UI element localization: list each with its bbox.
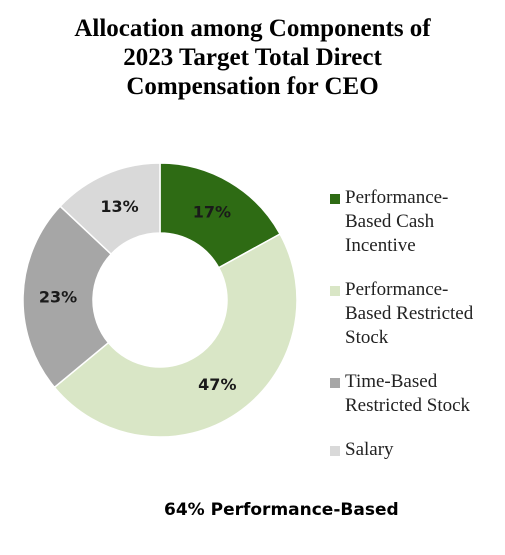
slice-label-performance-based-cash-incentive: 17% bbox=[193, 203, 231, 222]
chart-title-line-1: Allocation among Components of bbox=[74, 15, 431, 42]
legend-label-time-based-restricted-stock: Time-Based Restricted Stock bbox=[345, 371, 471, 416]
donut-slice-salary bbox=[59, 162, 161, 256]
legend-label-performance-based-cash-incentive: Performance- Based Cash Incentive bbox=[345, 187, 449, 256]
donut-slice-performance-based-cash-incentive bbox=[159, 162, 282, 269]
legend-label-performance-based-restricted-stock: Performance- Based Restricted Stock bbox=[345, 279, 474, 348]
legend-item-time-based-restricted-stock: Time-Based Restricted Stock bbox=[330, 370, 500, 418]
legend-item-salary: Salary bbox=[330, 438, 500, 462]
slice-label-salary: 13% bbox=[100, 197, 138, 216]
legend-item-performance-based-cash-incentive: Performance- Based Cash Incentive bbox=[330, 186, 500, 258]
slice-label-performance-based-restricted-stock: 47% bbox=[198, 375, 236, 394]
chart-title-line-3: Compensation for CEO bbox=[126, 73, 379, 100]
chart-legend: Performance- Based Cash Incentive Perfor… bbox=[330, 186, 500, 482]
slice-label-time-based-restricted-stock: 23% bbox=[39, 287, 77, 306]
performance-based-annotation: 64% Performance-Based bbox=[164, 500, 399, 520]
chart-title: Allocation among Components of 2023 Targ… bbox=[0, 14, 505, 101]
donut-slice-performance-based-restricted-stock bbox=[53, 232, 298, 438]
donut-slice-time-based-restricted-stock bbox=[22, 205, 113, 389]
legend-swatch-time-based-restricted-stock bbox=[330, 378, 340, 388]
chart-title-line-2: 2023 Target Total Direct bbox=[123, 44, 382, 71]
legend-swatch-salary bbox=[330, 446, 340, 456]
legend-swatch-performance-based-cash-incentive bbox=[330, 194, 340, 204]
donut-chart: 17% 47% 23% 13% bbox=[22, 162, 298, 438]
legend-label-salary: Salary bbox=[345, 439, 394, 460]
legend-item-performance-based-restricted-stock: Performance- Based Restricted Stock bbox=[330, 278, 500, 350]
legend-swatch-performance-based-restricted-stock bbox=[330, 286, 340, 296]
